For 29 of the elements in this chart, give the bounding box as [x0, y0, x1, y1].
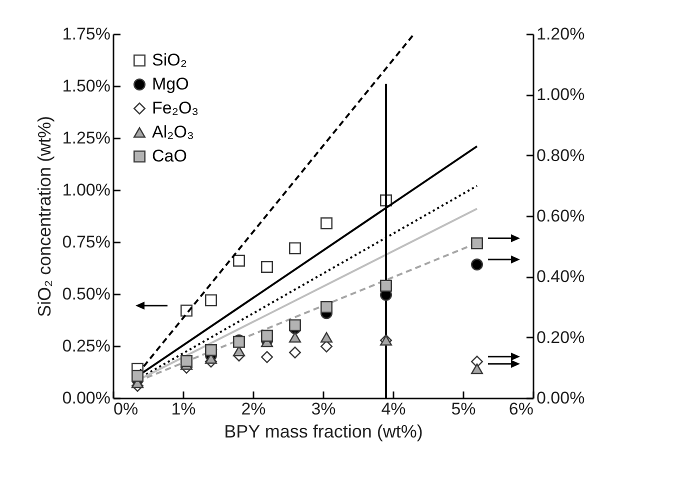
y-tick-label: 0.75%: [62, 232, 110, 252]
y-tick-label: 0.00%: [62, 388, 110, 408]
y2-tick-label: 0.80%: [536, 146, 585, 165]
y2-tick-label: 0.60%: [536, 206, 585, 226]
x-axis-title: BPY mass fraction (wt%): [224, 422, 423, 442]
x-tick-label: 0%: [114, 400, 138, 418]
y2-tick-label: 0.00%: [536, 388, 585, 408]
x-tick-label: 4%: [381, 400, 406, 418]
y2-tick-label: 1.00%: [536, 85, 585, 104]
legend-label: CaO: [152, 146, 187, 166]
y2-tick-label: 0.40%: [536, 267, 585, 286]
x-tick-label: 6%: [508, 400, 534, 418]
y-axis-title: SiO₂ concentration (wt%): [34, 116, 54, 318]
x-tick-label: 1%: [171, 400, 196, 418]
y-tick-label: 0.50%: [62, 284, 110, 304]
y2-tick-label: 1.20%: [536, 24, 585, 44]
y2-tick-label: 0.20%: [536, 328, 585, 347]
x-tick-label: 5%: [451, 400, 476, 418]
legend-label: Fe₂O₃: [152, 98, 199, 118]
y-tick-label: 1.75%: [62, 24, 110, 44]
y-tick-label: 1.25%: [62, 128, 110, 148]
legend-label: MgO: [152, 74, 189, 94]
y-tick-label: 0.25%: [62, 336, 110, 356]
x-tick-label: 3%: [311, 400, 336, 418]
legend-label: Al₂O₃: [152, 122, 194, 142]
legend-label: SiO₂: [152, 50, 187, 70]
x-tick-label: 2%: [241, 400, 266, 418]
y-tick-label: 1.50%: [62, 76, 110, 96]
y-tick-label: 1.00%: [62, 180, 110, 200]
